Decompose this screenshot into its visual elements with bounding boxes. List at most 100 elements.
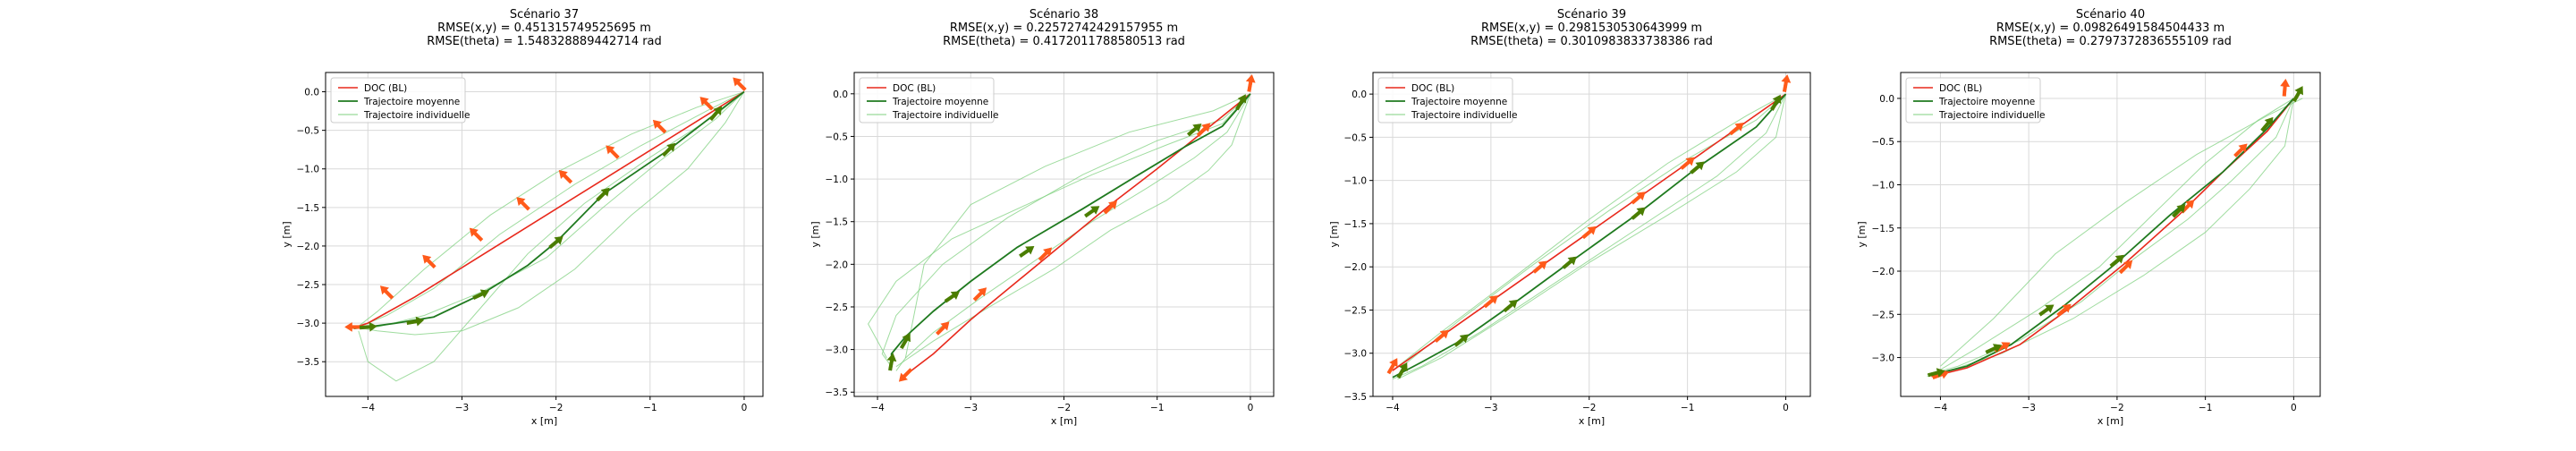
mean-orientation-arrow [1690,161,1705,174]
x-tick-label: −4 [1385,403,1400,413]
y-tick-label: −3.5 [826,387,849,398]
individual-trajectory-line [1940,98,2303,367]
individual-trajectory-line [904,93,1251,359]
axes-frame [1372,72,1811,397]
y-tick-label: −3.0 [1872,353,1895,364]
doc-orientation-arrow [1245,74,1256,92]
x-tick-label: −3 [2021,403,2035,413]
mean-orientation-arrow [359,321,377,332]
y-tick-label: −2.5 [1344,305,1368,316]
individual-trajectory-line [358,91,745,382]
axes-frame [325,72,764,397]
y-axis-label: y [m] [1328,221,1340,247]
y-tick-label: −1.5 [297,203,320,214]
doc-orientation-arrow [898,368,913,382]
doc-orientation-arrow [1103,200,1118,215]
individual-trajectory-line [358,91,745,336]
y-tick-label: −0.5 [297,126,320,137]
legend-label: Trajectoire individuelle [363,110,470,121]
legend: DOC (BL) Trajectoire moyenne Trajectoire i… [330,77,470,123]
y-tick-label: −2.0 [1872,267,1895,277]
doc-orientation-arrow [2280,78,2291,97]
mean-orientation-arrow [596,187,610,202]
subplot-title-line: RMSE(x,y) = 0.451315749525695 m [437,21,651,35]
legend-label: DOC (BL) [893,83,936,94]
y-tick-label: −3.5 [1344,392,1368,403]
doc-orientation-arrow [972,287,987,302]
legend: DOC (BL) Trajectoire moyenne Trajectoire i… [1377,77,1517,123]
individual-trajectory-line [1402,93,1786,367]
legend-label: Trajectoire moyenne [363,97,460,107]
axes-frame [853,72,1275,397]
mean-orientation-arrow [1631,207,1646,220]
legend-label: Trajectoire moyenne [1411,97,1507,107]
subplot-title-line: RMSE(x,y) = 0.22572742429157955 m [950,21,1178,35]
y-tick-label: −2.5 [297,280,320,291]
individual-trajectory-line [1931,98,2294,376]
x-tick-label: −1 [2199,403,2212,413]
doc-orientation-arrow [516,197,530,211]
mean-orientation-arrow [886,353,897,371]
doc-orientation-arrow [1631,191,1646,205]
doc-orientation-arrow [2233,143,2248,157]
mean-trajectory-line [1931,98,2295,376]
doc-orientation-arrow [1483,295,1498,309]
x-tick-label: −1 [643,403,657,413]
mean-orientation-arrow [406,316,425,327]
plot-area [868,74,1256,382]
legend-label: Trajectoire moyenne [892,97,988,107]
doc-orientation-arrow [652,119,667,134]
mean-orientation-arrow [1562,256,1577,269]
y-tick-label: −1.0 [826,174,849,185]
x-tick-label: −4 [361,403,376,413]
y-tick-label: −1.0 [297,165,320,175]
individual-trajectory-line [358,91,745,328]
mean-orientation-arrow [899,333,911,350]
y-tick-label: −2.0 [297,242,320,252]
legend-label: Trajectoire individuelle [1938,110,2045,121]
y-tick-label: −2.5 [826,302,849,313]
mean-orientation-arrow [2260,116,2274,132]
mean-orientation-arrow [2172,204,2186,218]
y-axis-label: y [m] [809,221,821,247]
mean-orientation-arrow [1985,344,2003,354]
doc-orientation-arrow [606,145,620,159]
y-tick-label: −1.5 [826,217,849,228]
mean-orientation-arrow [1235,94,1247,111]
legend-label: DOC (BL) [364,83,407,94]
x-tick-label: 0 [1248,403,1254,413]
y-tick-label: 0.0 [1352,89,1367,100]
doc-orientation-arrow [733,77,747,91]
subplot-title-line: Scénario 38 [1030,8,1098,21]
y-tick-label: −2.0 [1344,262,1368,273]
doc-orientation-arrow [1680,157,1695,170]
individual-trajectory-line [881,93,1251,367]
x-tick-label: −2 [1057,403,1071,413]
y-tick-label: −1.5 [1872,224,1895,234]
axes-frame [1900,72,2321,397]
x-tick-label: −2 [1582,403,1596,413]
legend-label: DOC (BL) [1939,83,1982,94]
doc-orientation-arrow [558,169,573,184]
x-tick-label: 0 [1783,403,1789,413]
individual-trajectory-line [895,93,1251,368]
y-tick-label: −0.5 [1872,137,1895,148]
doc-orientation-arrow [936,321,950,336]
legend-box [859,77,995,123]
plot-area [1927,78,2303,379]
doc-orientation-arrow [1038,247,1053,261]
legend: DOC (BL) Trajectoire moyenne Trajectoire i… [1905,77,2045,123]
mean-orientation-arrow [1503,299,1518,313]
doc-orientation-arrow [1581,226,1597,240]
x-axis-label: x [m] [1051,415,1077,427]
individual-trajectory-line [1397,94,1787,380]
mean-orientation-arrow [1396,362,1408,379]
y-axis-label: y [m] [1856,221,1868,247]
mean-orientation-arrow [1928,368,1945,378]
legend-label: Trajectoire individuelle [892,110,998,121]
y-tick-label: −1.5 [1344,219,1368,230]
subplot-title-line: RMSE(theta) = 0.4172011788580513 rad [943,35,1185,48]
mean-orientation-arrow [2292,86,2303,103]
